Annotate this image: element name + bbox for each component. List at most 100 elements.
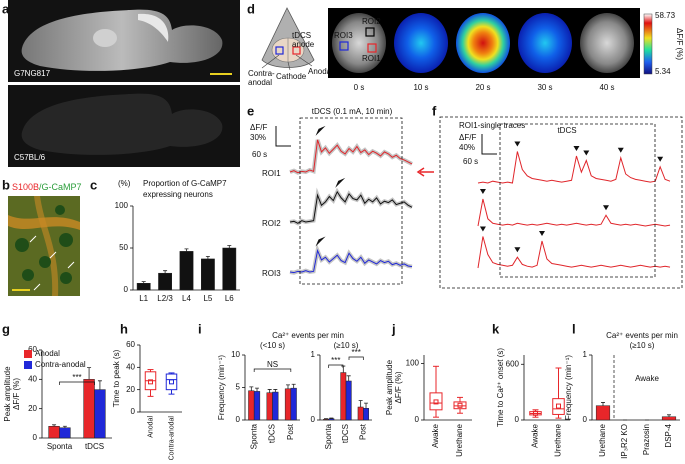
y-axis-label: ΔF/F (%): [12, 378, 21, 410]
panel-label: f: [432, 103, 437, 118]
error-bar: [184, 248, 189, 252]
error-bar: [267, 389, 272, 393]
x-tick-label: Sponta: [249, 423, 258, 449]
event-marker: [479, 226, 486, 232]
bar: [222, 247, 237, 291]
y-tick-label: 600: [506, 359, 520, 368]
x-tick-label: Urethane: [455, 423, 464, 456]
bar: [136, 283, 151, 291]
annotation: Awake: [635, 374, 659, 383]
x-tick-label: Sponta: [324, 423, 333, 449]
roi1-box: [367, 43, 377, 53]
x-tick-label: Anodal: [147, 416, 154, 438]
box: [552, 398, 565, 415]
hippocampus: [138, 13, 169, 42]
y-tick-label: 20: [126, 385, 135, 394]
error-bar: [667, 414, 671, 417]
scale-label: ΔF/F: [250, 123, 267, 132]
y-axis-label: Time to peak (s): [112, 349, 121, 407]
trace-label: ROI2: [262, 219, 281, 228]
electrode-label: anodal: [248, 78, 272, 87]
bar: [323, 419, 329, 421]
electrode-label: anode: [292, 40, 315, 49]
x-tick-label: Sponta: [47, 442, 73, 451]
y-tick-label: 10: [231, 350, 240, 359]
y-tick-label: 1: [583, 350, 588, 359]
trace-label: ROI3: [262, 269, 281, 278]
title-red: S100B: [12, 182, 39, 192]
time-label: 40 s: [599, 83, 614, 92]
mean: [169, 379, 174, 385]
bracket: [328, 364, 344, 368]
panel-label: l: [572, 321, 576, 336]
x-tick-label: L1: [139, 294, 148, 303]
roi-label: ROI2: [362, 17, 381, 26]
y-tick-label: 40: [28, 374, 37, 383]
x-tick-label: tDCS: [85, 442, 104, 451]
bar: [266, 392, 273, 421]
error-bar: [62, 425, 67, 428]
legend-label: Anodal: [35, 349, 60, 358]
bar: [48, 426, 60, 439]
scale-label: ΔF/F: [459, 133, 476, 142]
image-label: G7NG817: [14, 69, 51, 78]
event-marker: [514, 247, 521, 253]
x-tick-label: Urethane: [598, 423, 607, 456]
brain-section: [21, 9, 223, 71]
event-marker: [539, 231, 545, 236]
scale-bar: [275, 126, 291, 147]
tdcs-window: [499, 123, 656, 278]
y-tick-label: 0: [415, 415, 420, 424]
astrocyte-process: [34, 196, 59, 296]
neuron: [59, 233, 73, 247]
scale-bar: [481, 134, 497, 155]
y-tick-label: 1: [311, 350, 316, 359]
y-tick-label: 0: [583, 415, 588, 424]
y-axis-label: Peak amplitude: [3, 366, 12, 422]
panel-label: g: [2, 321, 10, 336]
bar: [248, 390, 255, 421]
x-tick-label: Awake: [531, 423, 540, 447]
legend-swatch: [24, 350, 32, 358]
y-tick-label: 0: [236, 415, 241, 424]
x-tick-label: L4: [182, 294, 191, 303]
striatum: [93, 29, 117, 47]
error-bar: [87, 367, 92, 380]
y-axis-label: ΔF/F (%): [394, 371, 403, 403]
error-bar: [163, 270, 168, 274]
tdcs-window: [299, 117, 403, 285]
bracket: [253, 368, 292, 372]
y-tick-label: 0: [311, 415, 316, 424]
y-axis-label: Time to Ca²⁺ onset (s): [496, 348, 505, 427]
bar: [357, 406, 364, 421]
time-label: 10 s: [413, 83, 428, 92]
mean: [433, 399, 439, 405]
x-tick-label: Contra-anodal: [168, 416, 175, 461]
y-axis-label: (%): [118, 179, 131, 188]
bracket: [59, 381, 95, 385]
roi3-box: [339, 41, 349, 51]
bar: [595, 405, 611, 421]
time-label: 30 s: [537, 83, 552, 92]
electrode-label: Cathode: [276, 72, 307, 81]
error-bar: [249, 386, 254, 391]
trace-shade: [289, 243, 413, 275]
mean: [556, 403, 561, 409]
x-tick-label: L2/3: [157, 294, 173, 303]
image-label: C57BL/6: [14, 153, 46, 162]
error-bar: [205, 255, 210, 259]
legend-swatch: [24, 361, 32, 369]
arrowhead: [335, 177, 346, 188]
bar: [83, 379, 95, 439]
trace: [477, 198, 671, 227]
bar: [253, 391, 261, 421]
event-marker: [573, 146, 580, 151]
box: [165, 373, 178, 391]
electrode-label: Contra-: [248, 69, 275, 78]
event-marker: [617, 147, 624, 153]
pointer-lines: [261, 54, 313, 71]
error-bar: [273, 389, 278, 393]
x-tick-label: Awake: [431, 423, 440, 447]
y-axis-label: Frequency (min⁻¹): [564, 355, 573, 420]
